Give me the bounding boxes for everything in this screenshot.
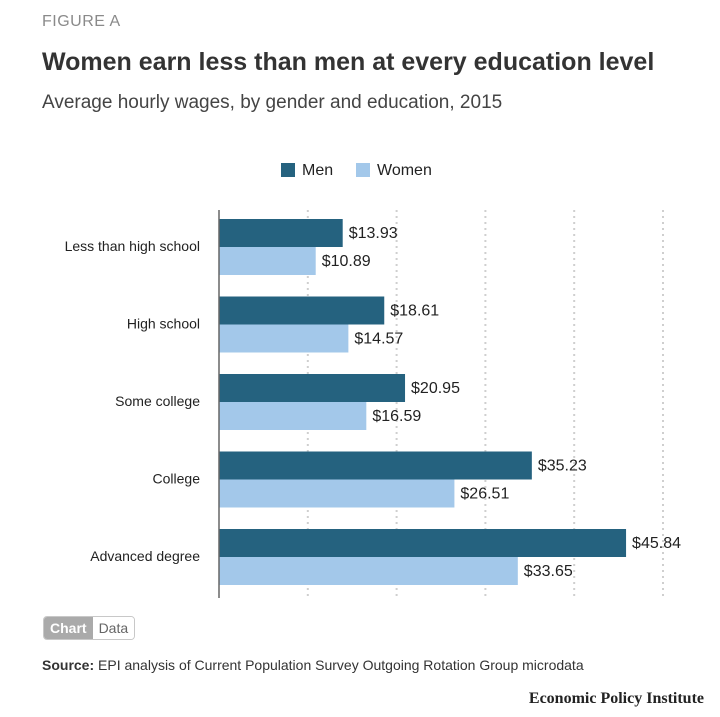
bar-men xyxy=(219,296,385,325)
data-label-men: $18.61 xyxy=(390,303,439,320)
bar-chart: Men Women Less than high school $13.93 $10.8… xyxy=(65,162,681,598)
source-note: Source: EPI analysis of Current Populati… xyxy=(42,657,584,673)
bar-men xyxy=(219,451,532,480)
legend-label: Men xyxy=(302,162,333,179)
data-label-women: $16.59 xyxy=(372,408,421,425)
source-label: Source: xyxy=(42,657,95,673)
bar-women xyxy=(219,247,316,275)
legend-label: Women xyxy=(377,162,432,179)
bar-men xyxy=(219,529,627,557)
view-toggle: Chart Data xyxy=(43,616,136,640)
chart-subtitle: Average hourly wages, by gender and educ… xyxy=(42,92,503,113)
category-label: College xyxy=(153,471,201,487)
chart-title: Women earn less than men at every educat… xyxy=(42,48,655,76)
data-label-women: $10.89 xyxy=(322,253,371,270)
bar-women xyxy=(219,402,367,430)
chart-view-button[interactable]: Chart xyxy=(44,617,93,639)
legend-swatch-men xyxy=(281,163,295,177)
category-label: High school xyxy=(127,316,200,332)
data-label-men: $35.23 xyxy=(538,458,587,475)
category-label: Some college xyxy=(115,393,200,409)
figure-label: FIGURE A xyxy=(42,13,121,30)
data-label-women: $33.65 xyxy=(524,563,573,580)
legend-swatch-women xyxy=(356,163,370,177)
data-label-men: $13.93 xyxy=(349,225,398,242)
bar-men xyxy=(219,219,343,247)
data-label-men: $20.95 xyxy=(411,380,460,397)
data-label-men: $45.84 xyxy=(632,535,681,552)
category-label: Advanced degree xyxy=(90,548,200,564)
data-label-women: $14.57 xyxy=(354,331,403,348)
brand-logo: Economic Policy Institute xyxy=(528,690,704,707)
data-view-button[interactable]: Data xyxy=(92,617,135,639)
source-text: EPI analysis of Current Population Surve… xyxy=(98,657,584,673)
bar-women xyxy=(219,479,455,508)
bar-women xyxy=(219,557,518,585)
data-label-women: $26.51 xyxy=(460,486,509,503)
bar-women xyxy=(219,324,349,353)
category-label: Less than high school xyxy=(65,238,200,254)
bar-men xyxy=(219,374,406,402)
